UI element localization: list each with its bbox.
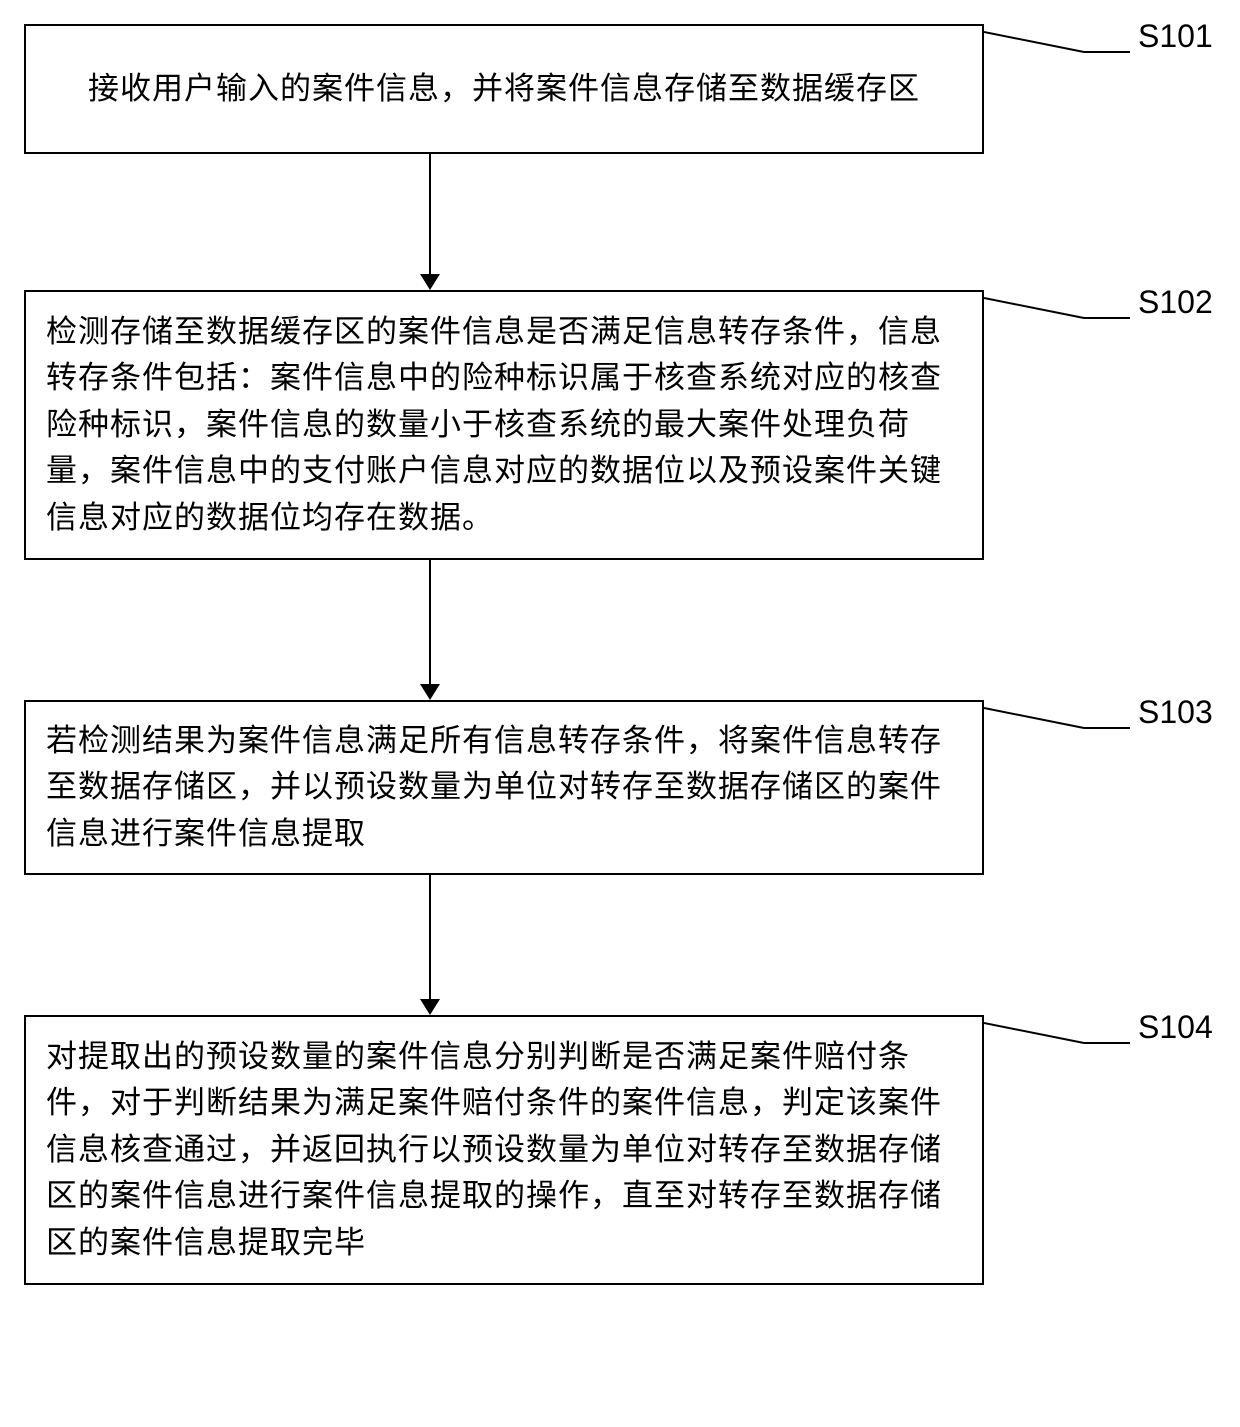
- step-box-s104: 对提取出的预设数量的案件信息分别判断是否满足案件赔付条件，对于判断结果为满足案件…: [24, 1015, 984, 1285]
- step-text-s101: 接收用户输入的案件信息，并将案件信息存储至数据缓存区: [88, 66, 920, 113]
- label-connector-s104: [984, 1015, 1134, 1045]
- arrow-line-3: [429, 875, 431, 999]
- step-text-s102: 检测存储至数据缓存区的案件信息是否满足信息转存条件，信息转存条件包括：案件信息中…: [46, 309, 962, 542]
- label-connector-s101: [984, 24, 1134, 54]
- arrow-line-1: [429, 154, 431, 274]
- step-label-s102: S102: [1138, 284, 1213, 321]
- step-text-s104: 对提取出的预设数量的案件信息分别判断是否满足案件赔付条件，对于判断结果为满足案件…: [46, 1034, 962, 1267]
- flowchart-container: 接收用户输入的案件信息，并将案件信息存储至数据缓存区 S101 检测存储至数据缓…: [0, 0, 1240, 1427]
- step-box-s102: 检测存储至数据缓存区的案件信息是否满足信息转存条件，信息转存条件包括：案件信息中…: [24, 290, 984, 560]
- step-box-s103: 若检测结果为案件信息满足所有信息转存条件，将案件信息转存至数据存储区，并以预设数…: [24, 700, 984, 875]
- arrow-head-1: [420, 274, 440, 290]
- label-connector-s103: [984, 700, 1134, 730]
- step-label-s103: S103: [1138, 694, 1213, 731]
- arrow-line-2: [429, 560, 431, 684]
- step-box-s101: 接收用户输入的案件信息，并将案件信息存储至数据缓存区: [24, 24, 984, 154]
- step-text-s103: 若检测结果为案件信息满足所有信息转存条件，将案件信息转存至数据存储区，并以预设数…: [46, 718, 962, 858]
- step-label-s104: S104: [1138, 1009, 1213, 1046]
- arrow-head-2: [420, 684, 440, 700]
- label-connector-s102: [984, 290, 1134, 320]
- step-label-s101: S101: [1138, 18, 1213, 55]
- arrow-head-3: [420, 999, 440, 1015]
